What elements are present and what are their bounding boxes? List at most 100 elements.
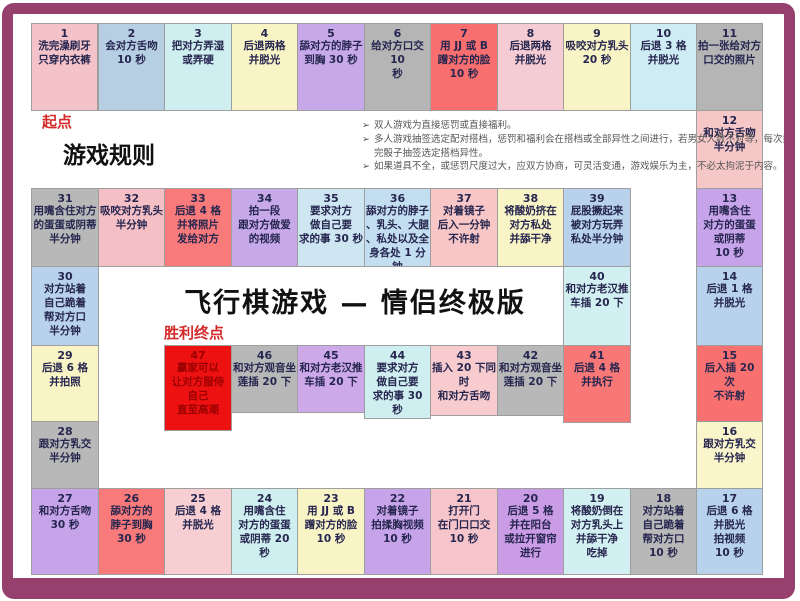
cell-text: 要求对方 做自己要 求的事 30 秒 [299,205,363,245]
board-cell-11: 11 拍一张给对方 口交的照片 [696,23,763,111]
cell-text: 和对方老汉推 车插 20 下 [299,362,363,389]
cell-text: 跟对方乳交 半分钟 [38,438,92,465]
cell-text: 对方站着 自己跪着 帮对方口 半分钟 [44,283,86,337]
cell-text: 用 JJ 或 B 蹭对方的脸 10 秒 [437,40,491,80]
rule-text: 双人游戏为直接惩罚或直接福利。 [373,120,517,131]
cell-number: 36 [389,192,406,205]
board-cell-28: 28 跟对方乳交 半分钟 [31,421,99,489]
cell-text: 吸咬对方乳头 半分钟 [100,205,163,232]
rules-list: ➢ 双人游戏为直接惩罚或直接福利。 ➢ 多人游戏抽签选定配对搭档，惩罚和福利会在搭档… [362,119,792,174]
board-cell-44: 44 要求对方 做自己要 求的事 30 秒 [364,345,431,419]
board-cell-23: 23 用 JJ 或 B 蹭对方的脸 10 秒 [297,488,365,575]
cell-number: 15 [721,349,738,362]
cell-text: 后退 6 格 并脱光 拍视频 10 秒 [706,505,753,559]
cell-text: 后退 6 格 并拍照 [41,362,89,389]
cell-number: 12 [721,114,738,127]
cell-number: 27 [57,492,73,505]
cell-number: 30 [57,270,73,283]
cell-number: 2 [127,27,136,40]
cell-number: 20 [522,492,539,505]
board-cell-17: 17 后退 6 格 并脱光 拍视频 10 秒 [696,488,763,575]
cell-number: 13 [721,192,738,205]
board-cell-31: 31 用嘴含住对方 的蛋蛋或阴蒂 半分钟 [31,188,99,267]
cell-text: 后退 1 格 并脱光 [706,283,753,310]
board-cell-8: 8 后退两格 并脱光 [497,23,564,111]
board-cell-18: 18 对方站着 自己跪着 帮对方口 10 秒 [630,488,697,575]
cell-text: 和对方观音坐 莲插 20 下 [233,362,296,389]
cell-text: 会对方舌吻 10 秒 [105,40,158,67]
board-cell-5: 5 舔对方的脖子 到胸 30 秒 [297,23,365,111]
board-cell-24: 24 用嘴含住 对方的蛋蛋 或阴蒂 20 秒 [231,488,298,575]
cell-text: 后退两格 并脱光 [509,40,552,67]
cell-number: 10 [655,27,672,40]
cell-number: 46 [256,349,273,362]
rule-item: ➢ 如果道具不全，或惩罚尺度过大，应双方协商，可灵活变通，游戏娱乐为主，不必太拘泥… [362,160,792,174]
board-cell-47-finish: 47 赢家可以 让对方服侍 自己 直至高潮 [164,345,232,431]
cell-number: 11 [721,27,738,40]
board-cell-10: 10 后退 3 格 并脱光 [630,23,697,111]
board-cell-19: 19 将酸奶倒在 对方乳头上 并舔干净 吃掉 [563,488,631,575]
cell-number: 7 [460,27,468,40]
cell-text: 将酸奶倒在 对方乳头上 并舔干净 吃掉 [570,505,624,559]
board-cell-39: 39 屁股撅起来 被对方玩弄 私处半分钟 [563,188,631,267]
cell-number: 4 [260,27,269,40]
cell-number: 44 [389,349,406,362]
board-cell-6: 6 给对方口交 10 秒 [364,23,431,111]
board-cell-9: 9 吸咬对方乳头 20 秒 [563,23,631,111]
board-cell-40: 40 和对方老汉推 车插 20 下 [563,266,631,346]
arrow-bullet-icon: ➢ [362,161,370,173]
cell-number: 25 [190,492,206,505]
board-cell-4: 4 后退两格 并脱光 [231,23,298,111]
board-cell-38: 38 将酸奶挤在 对方私处 并舔干净 [497,188,564,267]
cell-text: 后退 5 格 并在阳台 或拉开窗帘 进行 [504,505,557,559]
cell-number: 26 [123,492,140,505]
board-cell-25: 25 后退 4 格 并脱光 [164,488,232,575]
rule-text: 如果道具不全，或惩罚尺度过大，应双方协商，可灵活变通，游戏娱乐为主，不必太拘泥于… [373,161,783,173]
cell-text: 后退 3 格 并脱光 [640,40,687,67]
cell-text: 洗完澡刷牙 只穿内衣裤 [38,40,91,67]
board-cell-12: 12 和对方舌吻 半分钟 [696,110,763,189]
cell-number: 23 [323,492,339,505]
board-cell-15: 15 后入插 20 次 不许射 [696,345,763,422]
board-cell-14: 14 后退 1 格 并脱光 [696,266,763,346]
cell-number: 18 [655,492,672,505]
board-cell-30: 30 对方站着 自己跪着 帮对方口 半分钟 [31,266,99,346]
board-cell-21: 21 打开门 在门口口交 10 秒 [430,488,498,575]
cell-text: 后退 4 格 并执行 [573,362,621,389]
cell-number: 40 [589,270,605,283]
cell-number: 5 [327,27,335,40]
board-title: 飞行棋游戏 — 情侣终极版 [184,288,526,319]
cell-text: 把对方弄湿 或弄硬 [171,40,225,67]
board-cell-22: 22 对着镜子 拍揉胸视频 10 秒 [364,488,431,575]
cell-number: 32 [123,192,140,205]
cell-text: 跟对方乳交 半分钟 [703,438,756,465]
cell-text: 用嘴含住对方 的蛋蛋或阴蒂 半分钟 [33,205,97,245]
cell-number: 42 [522,349,539,362]
board-cell-35: 35 要求对方 做自己要 求的事 30 秒 [297,188,365,267]
cell-text: 舔对方的脖子 到胸 30 秒 [299,40,363,67]
rule-text: 多人游戏抽签选定配对搭档，惩罚和福利会在搭档或全部异性之间进行，若男女人数不对等… [373,133,792,159]
cell-text: 用嘴含住 对方的蛋蛋 或阴蒂 20 秒 [238,505,291,559]
finish-label: 胜利终点 [164,324,225,342]
cell-text: 赢家可以 让对方服侍 自己 直至高潮 [171,362,225,416]
cell-number: 14 [721,270,738,283]
cell-number: 47 [190,349,206,362]
arrow-bullet-icon: ➢ [362,133,370,145]
cell-number: 29 [57,349,73,362]
board-cell-36: 36 舔对方的脖子 、乳头、大腿 、私处以及全 身各处 1 分钟 [364,188,431,267]
cell-text: 对着镜子 后入一分钟 不许射 [437,205,491,245]
board-cell-1: 1 洗完澡刷牙 只穿内衣裤 [31,23,98,111]
cell-text: 吸咬对方乳头 20 秒 [565,40,629,67]
cell-text: 后退 4 格 并将照片 发给对方 [174,205,222,245]
cell-number: 16 [721,425,738,438]
board-cell-29: 29 后退 6 格 并拍照 [31,345,99,422]
rule-item: ➢ 双人游戏为直接惩罚或直接福利。 [362,119,792,133]
cell-number: 17 [721,492,738,505]
cell-text: 用 JJ 或 B 蹭对方的脸 10 秒 [304,505,358,545]
board-cell-13: 13 用嘴含住 对方的蛋蛋 或阴蒂 10 秒 [696,188,763,267]
cell-number: 41 [589,349,605,362]
cell-number: 34 [256,192,273,205]
board-cell-46: 46 和对方观音坐 莲插 20 下 [231,345,298,413]
